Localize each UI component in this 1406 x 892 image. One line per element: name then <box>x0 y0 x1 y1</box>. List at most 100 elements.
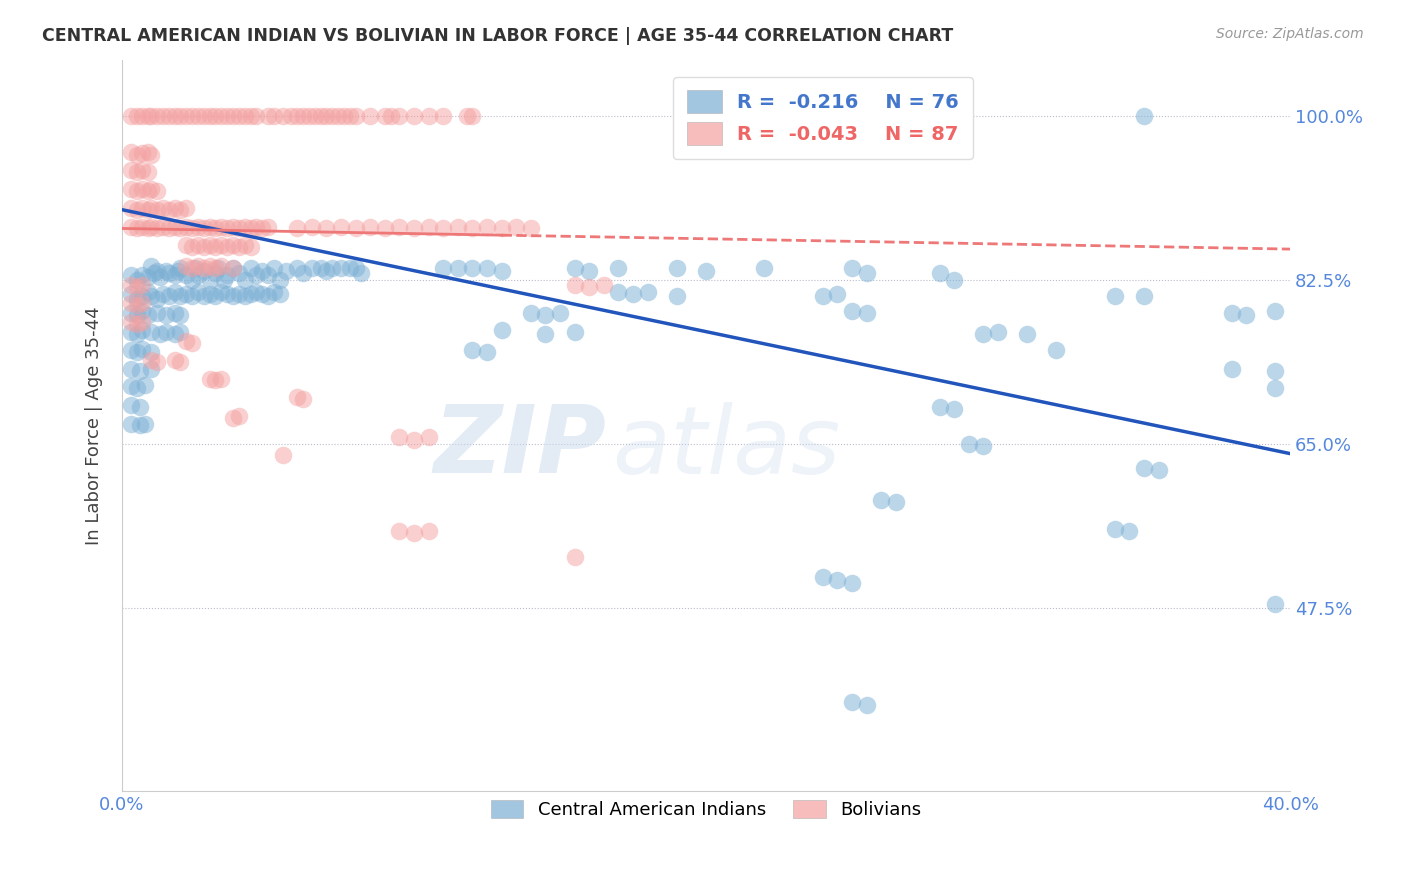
Point <box>198 371 221 385</box>
Point <box>222 260 245 275</box>
Point <box>204 260 226 275</box>
Point <box>321 260 343 275</box>
Point <box>1220 306 1243 320</box>
Point <box>136 202 159 217</box>
Point <box>174 201 197 215</box>
Point <box>491 221 513 235</box>
Point <box>141 362 163 376</box>
Point <box>136 270 159 285</box>
Point <box>187 238 209 252</box>
Point <box>432 221 454 235</box>
Point <box>131 296 153 310</box>
Point <box>239 287 262 301</box>
Point <box>695 263 717 277</box>
Point <box>228 240 250 254</box>
Point <box>1264 381 1286 395</box>
Point <box>125 317 148 331</box>
Point <box>461 221 484 235</box>
Point <box>204 373 226 387</box>
Point <box>141 109 163 123</box>
Point <box>418 109 440 123</box>
Point <box>187 219 209 234</box>
Point <box>1220 362 1243 376</box>
Point <box>136 145 159 159</box>
Point <box>163 352 186 367</box>
Point <box>359 109 381 123</box>
Point <box>388 524 411 538</box>
Point <box>120 109 142 123</box>
Point <box>198 273 221 287</box>
Point <box>169 354 191 368</box>
Point <box>239 109 262 123</box>
Point <box>491 263 513 277</box>
Point <box>928 267 950 281</box>
Point <box>870 493 893 508</box>
Text: atlas: atlas <box>613 402 841 493</box>
Point <box>339 109 361 123</box>
Point <box>520 221 543 235</box>
Point <box>125 326 148 341</box>
Point <box>169 325 191 339</box>
Point <box>592 277 614 292</box>
Point <box>418 430 440 444</box>
Point <box>564 325 586 339</box>
Point <box>233 273 256 287</box>
Point <box>157 202 180 217</box>
Point <box>163 285 186 300</box>
Point <box>125 109 148 123</box>
Point <box>146 292 169 306</box>
Point <box>169 308 191 322</box>
Point <box>321 109 343 123</box>
Point <box>181 289 204 303</box>
Point <box>209 109 232 123</box>
Point <box>193 289 215 303</box>
Point <box>1104 289 1126 303</box>
Point <box>209 285 232 300</box>
Point <box>131 163 153 178</box>
Point <box>163 306 186 320</box>
Point <box>120 379 142 393</box>
Point <box>884 495 907 509</box>
Point <box>131 315 153 329</box>
Point <box>456 109 478 123</box>
Point <box>193 109 215 123</box>
Point <box>257 219 280 234</box>
Point <box>402 109 425 123</box>
Point <box>280 109 302 123</box>
Point <box>136 308 159 322</box>
Point <box>163 201 186 215</box>
Point <box>548 306 571 320</box>
Point <box>315 221 337 235</box>
Point <box>222 109 245 123</box>
Point <box>1264 304 1286 318</box>
Point <box>245 219 267 234</box>
Point <box>155 325 177 339</box>
Point <box>245 268 267 283</box>
Point <box>811 289 834 303</box>
Point <box>120 277 142 292</box>
Point <box>754 260 776 275</box>
Point <box>193 221 215 235</box>
Point <box>163 326 186 341</box>
Point <box>1264 364 1286 378</box>
Legend: Central American Indians, Bolivians: Central American Indians, Bolivians <box>484 792 928 826</box>
Point <box>228 267 250 281</box>
Point <box>217 221 239 235</box>
Point <box>285 221 308 235</box>
Point <box>957 437 980 451</box>
Point <box>146 354 169 368</box>
Point <box>131 268 153 283</box>
Point <box>250 263 273 277</box>
Point <box>269 273 291 287</box>
Point <box>198 259 221 273</box>
Text: CENTRAL AMERICAN INDIAN VS BOLIVIAN IN LABOR FORCE | AGE 35-44 CORRELATION CHART: CENTRAL AMERICAN INDIAN VS BOLIVIAN IN L… <box>42 27 953 45</box>
Point <box>141 289 163 303</box>
Point <box>169 260 191 275</box>
Point <box>181 260 204 275</box>
Point <box>607 285 630 300</box>
Point <box>841 576 863 591</box>
Point <box>120 315 142 329</box>
Point <box>198 109 221 123</box>
Point <box>125 165 148 179</box>
Point <box>257 109 280 123</box>
